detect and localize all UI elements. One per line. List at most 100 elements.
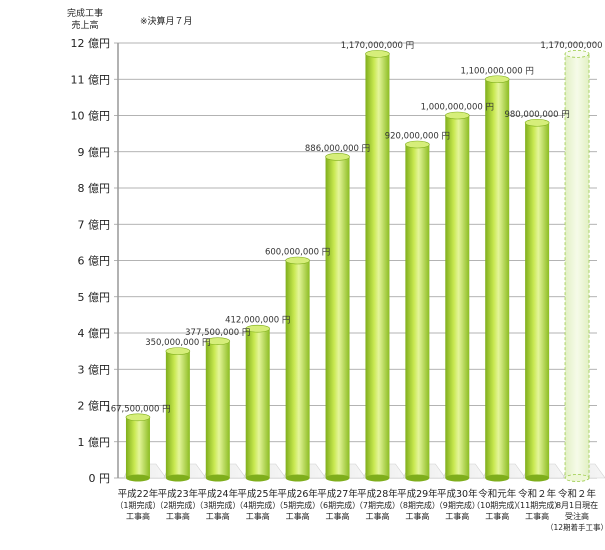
bar bbox=[524, 118, 550, 482]
bar-base bbox=[125, 474, 150, 482]
category-label-year: 平成29年 bbox=[397, 488, 438, 500]
category-label-period: 8月1日現在 bbox=[556, 500, 598, 510]
bar-cap bbox=[405, 140, 430, 149]
bar-body bbox=[405, 144, 430, 478]
bar-base bbox=[405, 474, 430, 482]
y-axis-title-line1: 完成工事 bbox=[67, 7, 103, 19]
value-label: 1,170,000,000 円 bbox=[341, 41, 414, 51]
category-label-year: 令和２年 bbox=[518, 488, 557, 500]
value-label: 167,500,000 円 bbox=[105, 404, 170, 414]
category-label-period: （6期完成） bbox=[315, 500, 360, 510]
bar-base bbox=[245, 474, 270, 482]
bar bbox=[405, 140, 430, 482]
category-label-kind: 工事高 bbox=[445, 511, 469, 521]
bar-base bbox=[365, 474, 390, 482]
category-label-period: （5期完成） bbox=[275, 500, 320, 510]
bar bbox=[285, 256, 310, 482]
y-tick-label: 11 億円 bbox=[71, 73, 111, 86]
category-label-year: 平成28年 bbox=[357, 488, 398, 500]
category-label-kind: 工事高 bbox=[405, 511, 429, 521]
bar-cap bbox=[165, 347, 191, 355]
y-tick-label: 5 億円 bbox=[78, 291, 111, 304]
value-label: 1,170,000,000 円 bbox=[540, 41, 605, 51]
bar bbox=[245, 324, 271, 482]
category-label-year: 平成30年 bbox=[437, 488, 478, 500]
category-label-note: （12期着手工事） bbox=[546, 522, 605, 532]
bar-cap bbox=[484, 75, 510, 84]
category-label-kind: 工事高 bbox=[206, 511, 230, 521]
category-label-kind: 工事高 bbox=[326, 511, 350, 521]
bar-base bbox=[564, 474, 590, 482]
bar bbox=[365, 50, 390, 482]
category-label-year: 令和２年 bbox=[558, 488, 597, 500]
value-label: 886,000,000 円 bbox=[305, 144, 370, 154]
y-tick-label: 6 億円 bbox=[78, 255, 111, 268]
bar-body bbox=[325, 156, 350, 478]
y-tick-label: 9 億円 bbox=[78, 146, 111, 159]
category-label-kind: 工事高 bbox=[126, 511, 150, 521]
bar-cap bbox=[365, 50, 390, 58]
category-label-year: 平成22年 bbox=[118, 488, 159, 500]
bar-cap bbox=[205, 337, 231, 345]
bar-cap bbox=[564, 49, 590, 58]
bar-body bbox=[525, 122, 550, 478]
category-label-period: （4期完成） bbox=[235, 500, 280, 510]
bar-cap bbox=[245, 324, 271, 333]
category-label-period: （3期完成） bbox=[195, 500, 240, 510]
category-label-year: 平成26年 bbox=[277, 488, 318, 500]
category-label-year: 令和元年 bbox=[478, 488, 517, 500]
value-label: 980,000,000 円 bbox=[504, 110, 569, 120]
bar-body bbox=[245, 328, 270, 478]
value-label: 1,100,000,000 円 bbox=[461, 66, 534, 76]
bar-base bbox=[205, 474, 230, 482]
value-label: 920,000,000 円 bbox=[385, 132, 450, 142]
category-label-period: （2期完成） bbox=[155, 500, 200, 510]
category-label-kind: 工事高 bbox=[365, 511, 389, 521]
bar-body bbox=[165, 351, 190, 478]
y-axis-title-line2: 売上高 bbox=[71, 19, 98, 31]
bar bbox=[205, 337, 231, 482]
value-label: 600,000,000 円 bbox=[265, 248, 330, 258]
bar bbox=[444, 111, 470, 482]
y-tick-label: 7 億円 bbox=[78, 218, 111, 231]
fiscal-note: ※決算月７月 bbox=[140, 15, 193, 27]
bar-cap bbox=[285, 256, 310, 265]
value-label: 1,000,000,000 円 bbox=[421, 103, 494, 113]
bar-body bbox=[365, 53, 390, 478]
value-label: 377,500,000 円 bbox=[185, 328, 250, 338]
category-label-period: （11期完成） bbox=[512, 500, 562, 510]
category-label-kind: 工事高 bbox=[166, 511, 190, 521]
bar-cap bbox=[444, 111, 470, 120]
category-label-period: （10期完成） bbox=[472, 500, 522, 510]
bar-base bbox=[445, 474, 470, 482]
bar-base bbox=[525, 474, 550, 482]
category-label-year: 平成24年 bbox=[197, 488, 238, 500]
category-label-kind: 工事高 bbox=[246, 511, 270, 521]
bar-base bbox=[485, 474, 510, 482]
bar-cap bbox=[524, 118, 550, 127]
y-tick-label: 2 億円 bbox=[78, 400, 111, 413]
category-label-kind: 工事高 bbox=[525, 511, 549, 521]
bar-body bbox=[285, 260, 310, 478]
bar bbox=[125, 413, 151, 482]
y-tick-label: 8 億円 bbox=[78, 182, 111, 195]
bar bbox=[484, 75, 510, 482]
category-label-year: 平成25年 bbox=[237, 488, 278, 500]
category-label-year: 平成27年 bbox=[317, 488, 358, 500]
bar-backlog bbox=[564, 49, 590, 482]
category-label-kind: 受注高 bbox=[565, 511, 589, 521]
bar-base bbox=[325, 474, 350, 482]
y-tick-label: 0 円 bbox=[89, 472, 111, 485]
category-label-period: （7期完成） bbox=[355, 500, 400, 510]
bar-body bbox=[205, 341, 230, 478]
category-label-kind: 工事高 bbox=[286, 511, 310, 521]
value-label: 350,000,000 円 bbox=[145, 338, 210, 348]
category-label-year: 平成23年 bbox=[158, 488, 199, 500]
y-tick-label: 4 億円 bbox=[78, 327, 111, 340]
y-tick-label: 1 億円 bbox=[78, 436, 111, 449]
category-label-period: （8期完成） bbox=[395, 500, 440, 510]
value-label: 412,000,000 円 bbox=[225, 316, 290, 326]
bar-body bbox=[445, 115, 470, 478]
